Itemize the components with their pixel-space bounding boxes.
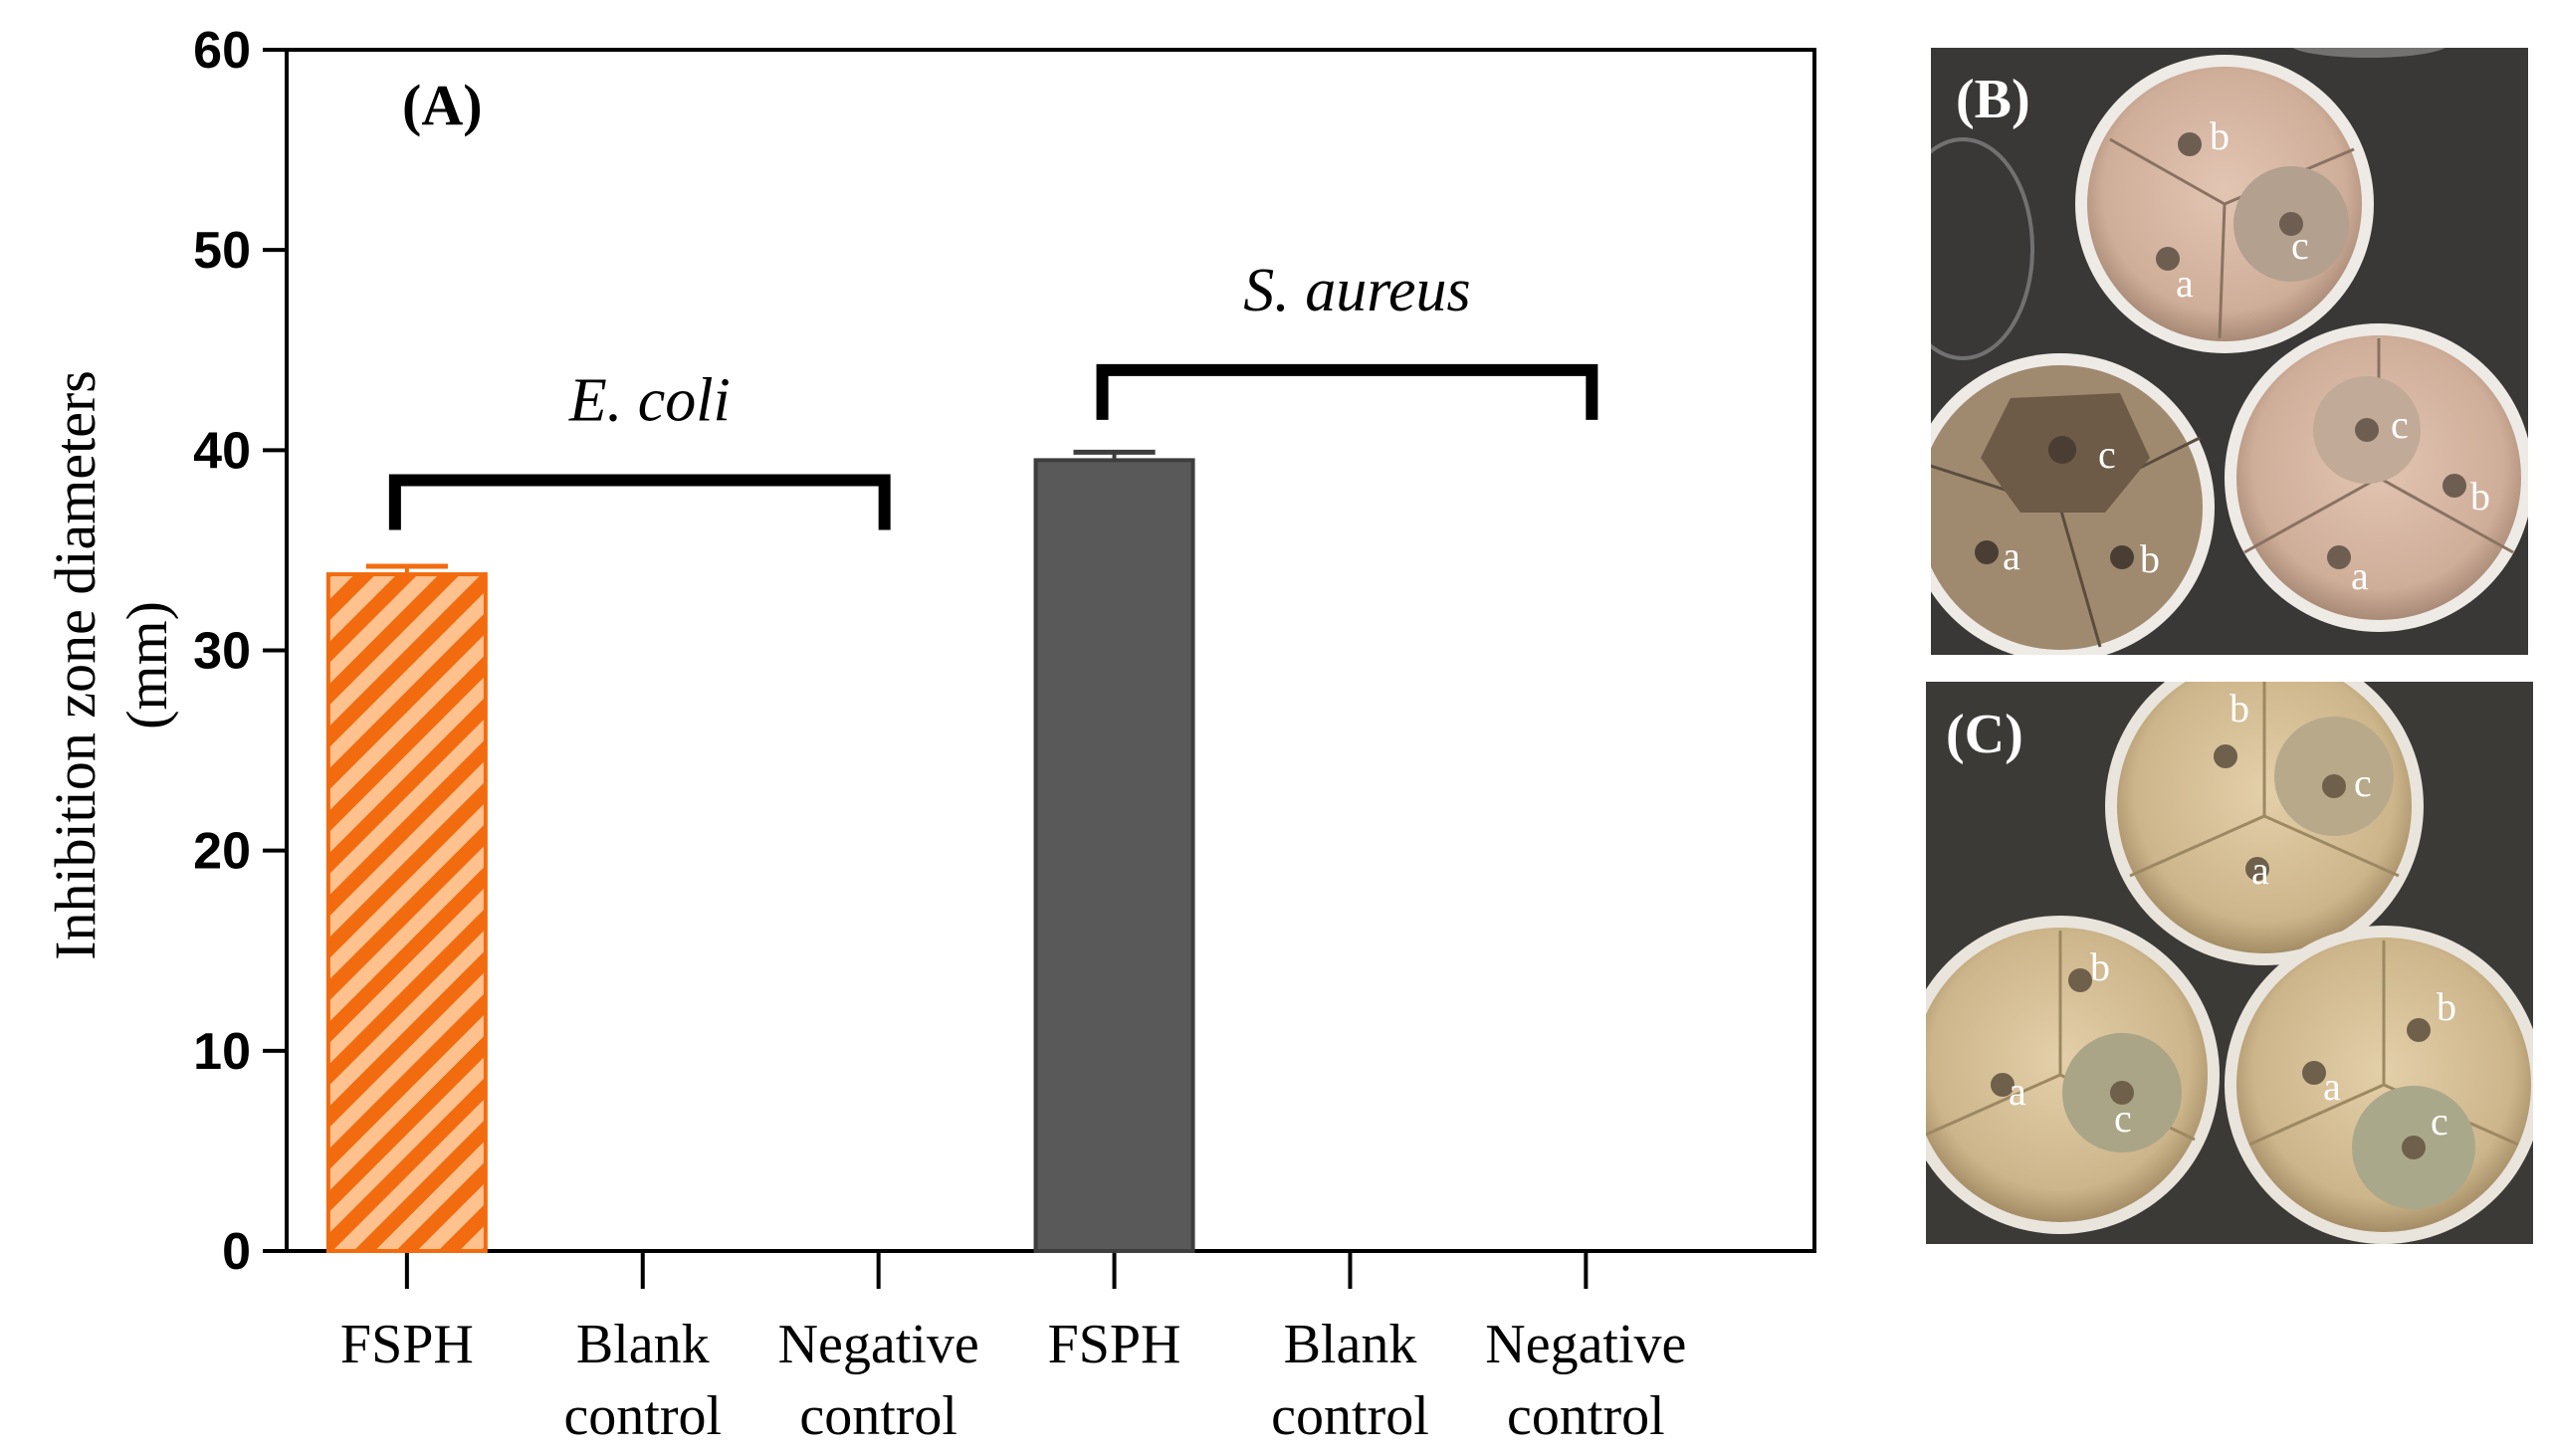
x-axis-tick-labels: FSPH Blank control Negative control FSPH Blank… xyxy=(340,1314,1686,1447)
well-label: a xyxy=(2351,553,2369,598)
bar-chart: 0 10 20 30 40 50 60 E. coli S. aureus FSPH Blank… xyxy=(43,22,1816,1447)
well-label: b xyxy=(2230,686,2249,730)
well-label: c xyxy=(2354,760,2372,805)
petri-dish: c b a xyxy=(2225,323,2528,632)
x-tick-label: Negative xyxy=(778,1314,979,1375)
petri-dish: b a c xyxy=(2225,926,2533,1244)
x-tick-label: Blank xyxy=(576,1314,710,1375)
well-label: b xyxy=(2090,944,2110,989)
panel-label-b: (B) xyxy=(1956,69,2030,130)
group-bracket xyxy=(1096,363,1598,420)
well-label: a xyxy=(2251,848,2269,893)
bars xyxy=(325,449,1195,1253)
y-tick-label: 60 xyxy=(193,22,251,80)
photo-panel-b: b c a c a b xyxy=(1931,48,2528,655)
x-tick-label: control xyxy=(799,1385,957,1447)
petri-dish: b a c xyxy=(1926,916,2220,1234)
y-axis-label: Inhibition zone diameters (mm) xyxy=(43,370,179,960)
y-tick-label: 0 xyxy=(222,1223,251,1281)
y-tick-label: 20 xyxy=(193,823,251,881)
y-tick-label: 10 xyxy=(193,1023,251,1081)
x-tick-label: FSPH xyxy=(1048,1314,1181,1375)
y-tick-label: 50 xyxy=(193,222,251,280)
x-axis-ticks xyxy=(404,1251,1589,1289)
y-tick-label: 40 xyxy=(193,422,251,480)
y-axis-label-line: Inhibition zone diameters xyxy=(43,370,107,960)
well-label: a xyxy=(2176,261,2194,306)
y-axis-label-line: (mm) xyxy=(114,601,179,729)
well-label: c xyxy=(2114,1096,2132,1141)
x-tick-label: control xyxy=(1271,1385,1429,1447)
well-label: c xyxy=(2098,432,2116,477)
panel-label-a: (A) xyxy=(402,73,483,137)
x-tick-label: control xyxy=(1507,1385,1665,1447)
panel-label-c: (C) xyxy=(1946,704,2023,765)
petri-dish: b c a xyxy=(2075,55,2374,353)
well-label: c xyxy=(2391,402,2409,447)
bar xyxy=(1033,458,1195,1253)
well-label: b xyxy=(2210,113,2230,158)
petri-dish: b c a xyxy=(2105,682,2424,965)
group-bracket xyxy=(388,474,891,530)
well-label: c xyxy=(2431,1099,2448,1144)
x-tick-label: Blank xyxy=(1284,1314,1417,1375)
group-label: E. coli xyxy=(568,367,731,435)
petri-dish: c a b xyxy=(1931,353,2215,655)
y-axis-ticks: 0 10 20 30 40 50 60 xyxy=(193,22,287,1281)
well-label: b xyxy=(2140,536,2160,581)
well-label: b xyxy=(2437,984,2456,1029)
x-tick-label: control xyxy=(563,1385,722,1447)
group-label: S. aureus xyxy=(1243,257,1470,324)
x-tick-label: Negative xyxy=(1485,1314,1686,1375)
well-label: a xyxy=(2323,1064,2341,1109)
well-label: b xyxy=(2470,474,2490,519)
photo-panel-c: b c a b a c xyxy=(1926,682,2533,1244)
group-brackets: E. coli S. aureus xyxy=(388,257,1598,530)
x-tick-label: FSPH xyxy=(340,1314,474,1375)
well-label: c xyxy=(2291,223,2309,268)
y-tick-label: 30 xyxy=(193,623,251,681)
well-label: a xyxy=(2003,533,2020,578)
bar xyxy=(325,572,488,1253)
well-label: a xyxy=(2009,1069,2026,1114)
